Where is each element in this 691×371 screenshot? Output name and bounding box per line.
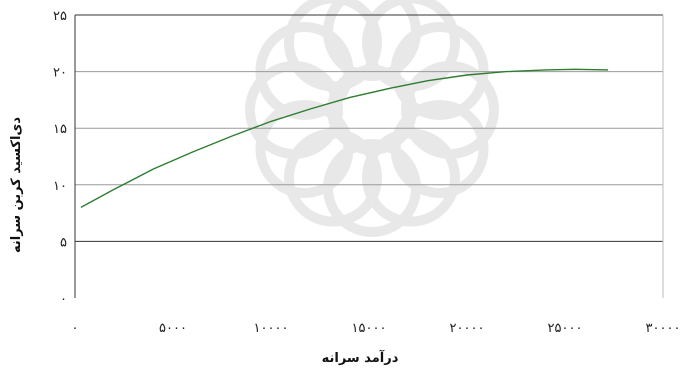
watermark-petal	[255, 22, 354, 120]
x-tick-label: ۲۵۰۰۰	[548, 321, 583, 336]
y-tick-label: ۰	[60, 292, 67, 307]
watermark-petal	[255, 100, 354, 198]
x-tick-label: ۱۵۰۰۰	[352, 321, 387, 336]
gridlines	[75, 71, 663, 242]
watermark-petal	[390, 22, 489, 120]
x-axis-title: درآمد سرانه	[322, 349, 399, 366]
watermark-center	[327, 65, 417, 155]
x-tick-label: ۵۰۰۰	[159, 321, 187, 336]
watermark-petal	[245, 61, 343, 159]
watermark-petal	[284, 128, 382, 227]
x-axis-ticks: ۰ ۵۰۰۰ ۱۰۰۰۰ ۱۵۰۰۰ ۲۰۰۰۰ ۲۵۰۰۰ ۳۰۰۰۰	[72, 321, 681, 336]
x-tick-label: ۲۰۰۰۰	[450, 321, 485, 336]
y-tick-label: ۵	[60, 235, 67, 250]
y-tick-label: ۲۵	[53, 9, 67, 24]
watermark-petal	[323, 139, 421, 237]
watermark-petal	[323, 0, 421, 81]
watermark-petal	[284, 0, 382, 92]
series-line-0	[80, 68, 609, 209]
watermark-petal	[362, 0, 460, 92]
watermark-petal	[362, 128, 460, 227]
plot-border	[74, 14, 664, 298]
x-tick-label: ۳۰۰۰۰	[646, 321, 681, 336]
watermark-logo	[245, 0, 499, 237]
watermark-petal	[401, 61, 499, 159]
x-tick-label: ۰	[72, 321, 79, 336]
y-tick-label: ۱۵	[53, 122, 67, 137]
x-tick-label: ۱۰۰۰۰	[254, 321, 289, 336]
y-tick-label: ۲۰	[53, 66, 67, 81]
y-tick-label: ۱۰	[53, 179, 67, 194]
y-axis-title: دی‌اکسید کربن سرانه	[9, 117, 24, 253]
watermark-petal	[390, 100, 489, 198]
y-axis-ticks: ۰ ۵ ۱۰ ۱۵ ۲۰ ۲۵	[53, 9, 67, 307]
series-layer	[80, 68, 609, 209]
